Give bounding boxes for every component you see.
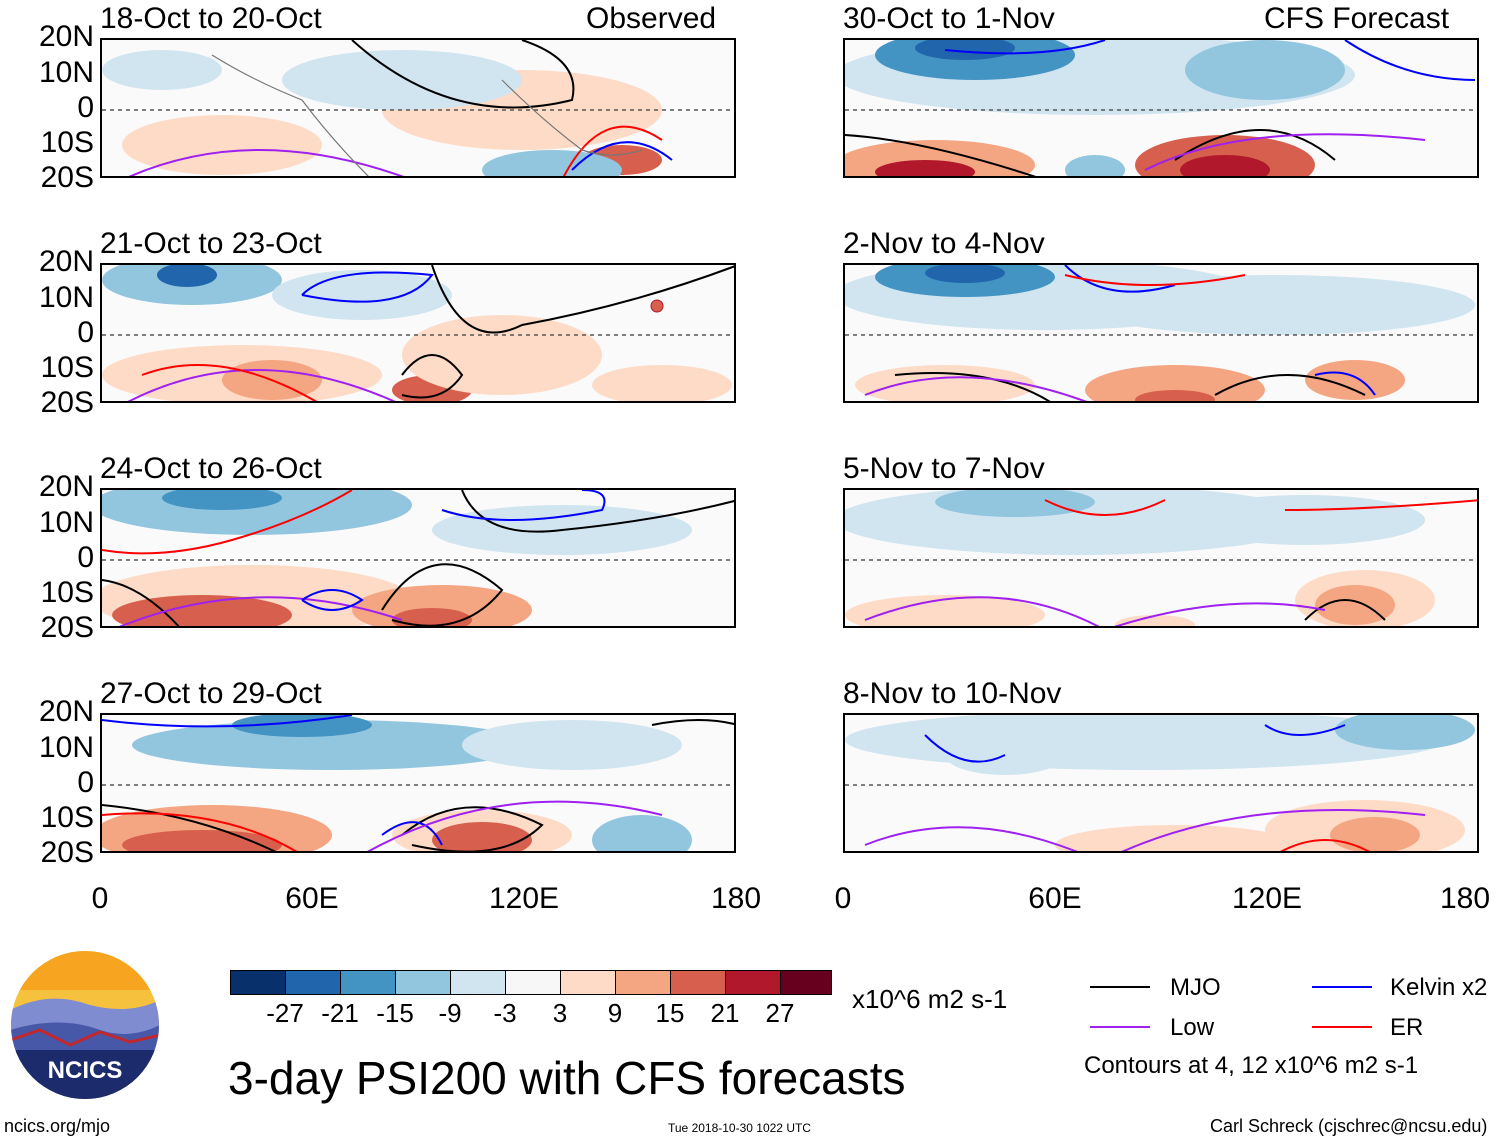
lon-label: 180 — [1439, 882, 1491, 915]
colorbar-swatch — [780, 970, 832, 995]
colorbar-label: -15 — [376, 998, 414, 1028]
colorbar-label: 27 — [765, 998, 795, 1028]
map-field — [845, 715, 1477, 851]
colorbar-swatch — [505, 970, 561, 995]
map-field — [845, 265, 1477, 401]
ncics-logo: NCICS — [10, 950, 160, 1100]
colorbar-swatch — [340, 970, 396, 995]
lon-label: 60E — [1028, 882, 1082, 915]
map-panel-3 — [100, 488, 736, 628]
footer-url[interactable]: ncics.org/mjo — [4, 1116, 111, 1136]
legend-line-low — [1090, 1026, 1150, 1028]
lat-label: 10S — [40, 801, 94, 834]
legend-label-kelvin: Kelvin x2 — [1390, 974, 1488, 1001]
colorbar-label: -21 — [321, 998, 359, 1028]
panel-title: 21-Oct to 23-Oct — [100, 227, 322, 260]
panel-title: 27-Oct to 29-Oct — [100, 677, 322, 710]
panel-title: 18-Oct to 20-Oct — [100, 2, 322, 35]
colorbar-swatch — [670, 970, 726, 995]
colorbar-label: 15 — [655, 998, 685, 1028]
ncics-logo-icon: NCICS — [11, 951, 159, 1099]
lat-label: 20S — [40, 386, 94, 419]
footer-timestamp: Tue 2018-10-30 1022 UTC — [668, 1121, 811, 1135]
colorbar-swatch — [285, 970, 341, 995]
lon-label: 180 — [710, 882, 762, 915]
lon-label: 0 — [91, 882, 109, 915]
lat-label: 10N — [38, 56, 94, 89]
lat-label: 20N — [38, 695, 94, 728]
lat-label: 0 — [77, 766, 94, 799]
map-panel-1 — [100, 38, 736, 178]
colorbar-label: -3 — [493, 998, 517, 1028]
colorbar-swatch — [230, 970, 286, 995]
lat-label: 10N — [38, 506, 94, 539]
logo-text: NCICS — [48, 1057, 123, 1084]
legend-label-mjo: MJO — [1170, 974, 1221, 1001]
lat-label: 10S — [40, 126, 94, 159]
colorbar-label: 21 — [710, 998, 740, 1028]
colorbar-label: -27 — [266, 998, 304, 1028]
map-field — [845, 490, 1477, 626]
colorbar-units: x10^6 m2 s-1 — [852, 984, 1008, 1014]
colorbar-swatch — [725, 970, 781, 995]
map-field — [845, 40, 1477, 176]
lat-label: 10S — [40, 351, 94, 384]
lon-label: 120E — [1231, 882, 1303, 915]
legend-line-kelvin — [1312, 986, 1372, 988]
map-field — [102, 265, 734, 401]
main-title: 3-day PSI200 with CFS forecasts — [228, 1052, 906, 1104]
colorbar-swatch — [395, 970, 451, 995]
panel-tag: CFS Forecast — [1264, 2, 1450, 35]
map-panel-8 — [843, 713, 1479, 853]
colorbar-label: 3 — [552, 998, 568, 1028]
lat-label: 20S — [40, 161, 94, 194]
map-field — [102, 715, 734, 851]
lon-label: 0 — [834, 882, 852, 915]
lat-label: 20S — [40, 836, 94, 869]
colorbar-swatch — [450, 970, 506, 995]
legend-line-er — [1312, 1026, 1372, 1028]
lon-label: 60E — [285, 882, 339, 915]
map-panel-7 — [843, 488, 1479, 628]
lat-label: 20N — [38, 20, 94, 53]
lon-label: 120E — [488, 882, 560, 915]
footer-author: Carl Schreck (cjschrec@ncsu.edu) — [1210, 1116, 1488, 1136]
colorbar-label: 9 — [607, 998, 623, 1028]
lat-label: 0 — [77, 541, 94, 574]
map-panel-6 — [843, 263, 1479, 403]
panel-title: 24-Oct to 26-Oct — [100, 452, 322, 485]
panel-title: 5-Nov to 7-Nov — [843, 452, 1045, 485]
legend-note: Contours at 4, 12 x10^6 m2 s-1 — [1084, 1052, 1419, 1079]
lat-label: 10N — [38, 731, 94, 764]
colorbar-label: -9 — [438, 998, 462, 1028]
panel-title: 8-Nov to 10-Nov — [843, 677, 1062, 710]
map-panel-5 — [843, 38, 1479, 178]
lat-label: 20S — [40, 611, 94, 644]
lat-label: 20N — [38, 245, 94, 278]
lat-label: 10S — [40, 576, 94, 609]
lat-label: 20N — [38, 470, 94, 503]
lat-label: 0 — [77, 316, 94, 349]
legend-line-mjo — [1090, 986, 1150, 988]
legend-label-low: Low — [1170, 1014, 1215, 1041]
panel-title: 30-Oct to 1-Nov — [843, 2, 1055, 35]
lat-label: 0 — [77, 91, 94, 124]
map-panel-4 — [100, 713, 736, 853]
map-field — [102, 40, 734, 176]
colorbar-swatch — [560, 970, 616, 995]
map-field — [102, 490, 734, 626]
panel-tag: Observed — [586, 2, 717, 35]
colorbar-swatch — [615, 970, 671, 995]
panel-title: 2-Nov to 4-Nov — [843, 227, 1045, 260]
lat-label: 10N — [38, 281, 94, 314]
map-panel-2 — [100, 263, 736, 403]
legend-label-er: ER — [1390, 1014, 1424, 1041]
